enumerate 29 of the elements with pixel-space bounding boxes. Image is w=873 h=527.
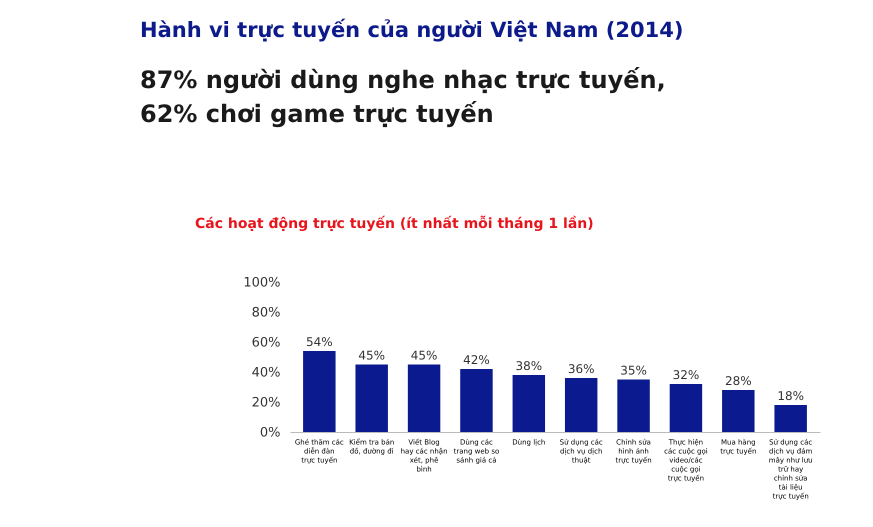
bar	[408, 364, 440, 432]
bar	[670, 384, 702, 432]
y-tick-label: 60%	[252, 336, 280, 350]
data-label: 54%	[306, 335, 333, 349]
chart-title: Hành vi trực tuyến của người Việt Nam (2014)	[140, 18, 684, 42]
data-label: 32%	[672, 368, 700, 382]
data-label: 45%	[358, 348, 386, 362]
y-tick-label: 100%	[243, 276, 280, 290]
text: Các hoạt động trực tuyến (ít nhất mỗi tháng 1 lần)	[195, 215, 594, 232]
y-tick-label: 0%	[260, 426, 280, 440]
bar	[774, 405, 807, 432]
data-label: 35%	[620, 364, 647, 378]
data-label: 45%	[410, 348, 438, 362]
data-label: 36%	[568, 362, 595, 376]
bar	[564, 378, 598, 432]
bar	[303, 351, 336, 432]
data-label: 42%	[463, 353, 490, 367]
data-label: 18%	[777, 389, 804, 403]
bar	[512, 375, 546, 432]
data-label: 38%	[515, 359, 542, 373]
data-label: 28%	[724, 374, 752, 388]
y-tick-label: 80%	[252, 306, 280, 320]
chart-subtitle: 87% người dùng nghe nhạc trực tuyến, 62% chơi game trực tuyến	[140, 66, 666, 128]
bar	[460, 369, 493, 432]
bar	[617, 380, 650, 432]
bar	[722, 390, 755, 432]
y-tick-label: 40%	[252, 366, 280, 380]
bar	[355, 364, 388, 432]
y-tick-label: 20%	[252, 396, 280, 410]
